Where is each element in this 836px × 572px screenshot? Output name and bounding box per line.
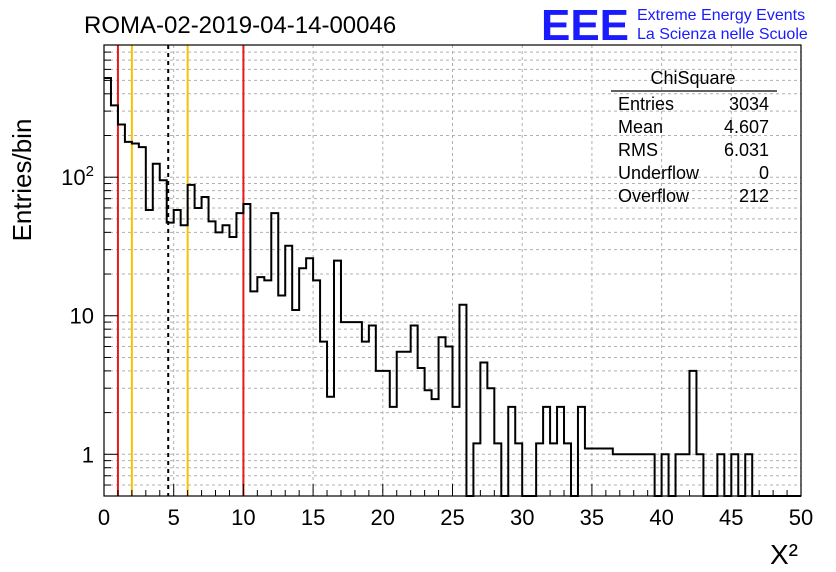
logo-line2: La Scienza nelle Scuole — [637, 26, 808, 43]
stats-label: Entries — [618, 94, 674, 114]
x-tick-label: 15 — [301, 505, 325, 530]
logo-line1: Extreme Energy Events — [637, 7, 805, 24]
x-tick-label: 25 — [440, 505, 464, 530]
y-tick-label: 102 — [61, 163, 94, 190]
stats-label: Underflow — [618, 163, 700, 183]
histogram-line — [104, 77, 801, 497]
y-tick-label: 1 — [82, 442, 94, 467]
x-tick-label: 30 — [510, 505, 534, 530]
stats-label: Overflow — [618, 186, 690, 206]
x-tick-label: 10 — [231, 505, 255, 530]
x-tick-label: 45 — [719, 505, 743, 530]
x-tick-label: 20 — [371, 505, 395, 530]
stats-value: 0 — [759, 163, 769, 183]
x-tick-label: 35 — [580, 505, 604, 530]
stats-value: 6.031 — [724, 140, 769, 160]
stats-value: 3034 — [729, 94, 769, 114]
reference-lines — [116, 45, 245, 496]
stats-rows: Entries 3034 Mean 4.607 RMS 6.031 Underflow 0 Ov… — [618, 94, 769, 206]
stats-label: RMS — [618, 140, 658, 160]
x-tick-label: 50 — [789, 505, 813, 530]
stats-value: 212 — [739, 186, 769, 206]
stats-value: 4.607 — [724, 117, 769, 137]
x-tick-label: 5 — [168, 505, 180, 530]
stats-label: Mean — [618, 117, 663, 137]
stats-box: ChiSquare Entries 3034 Mean 4.607 RMS 6.031 Un… — [611, 68, 777, 206]
x-axis-label: X² — [770, 539, 798, 570]
y-tick-label: 10 — [70, 304, 94, 329]
stats-title: ChiSquare — [650, 68, 735, 88]
x-axis: 0 5 10 15 20 25 30 35 40 45 50 — [98, 484, 813, 530]
x-tick-label: 0 — [98, 505, 110, 530]
y-axis: 1 10 102 — [61, 51, 118, 486]
y-axis-label: Entries/bin — [7, 119, 37, 242]
chart-title: ROMA-02-2019-04-14-00046 — [84, 12, 396, 39]
logo-mark: EEE — [541, 1, 629, 50]
x-tick-label: 40 — [649, 505, 673, 530]
eee-logo: EEE Extreme Energy Events La Scienza nel… — [541, 1, 808, 50]
